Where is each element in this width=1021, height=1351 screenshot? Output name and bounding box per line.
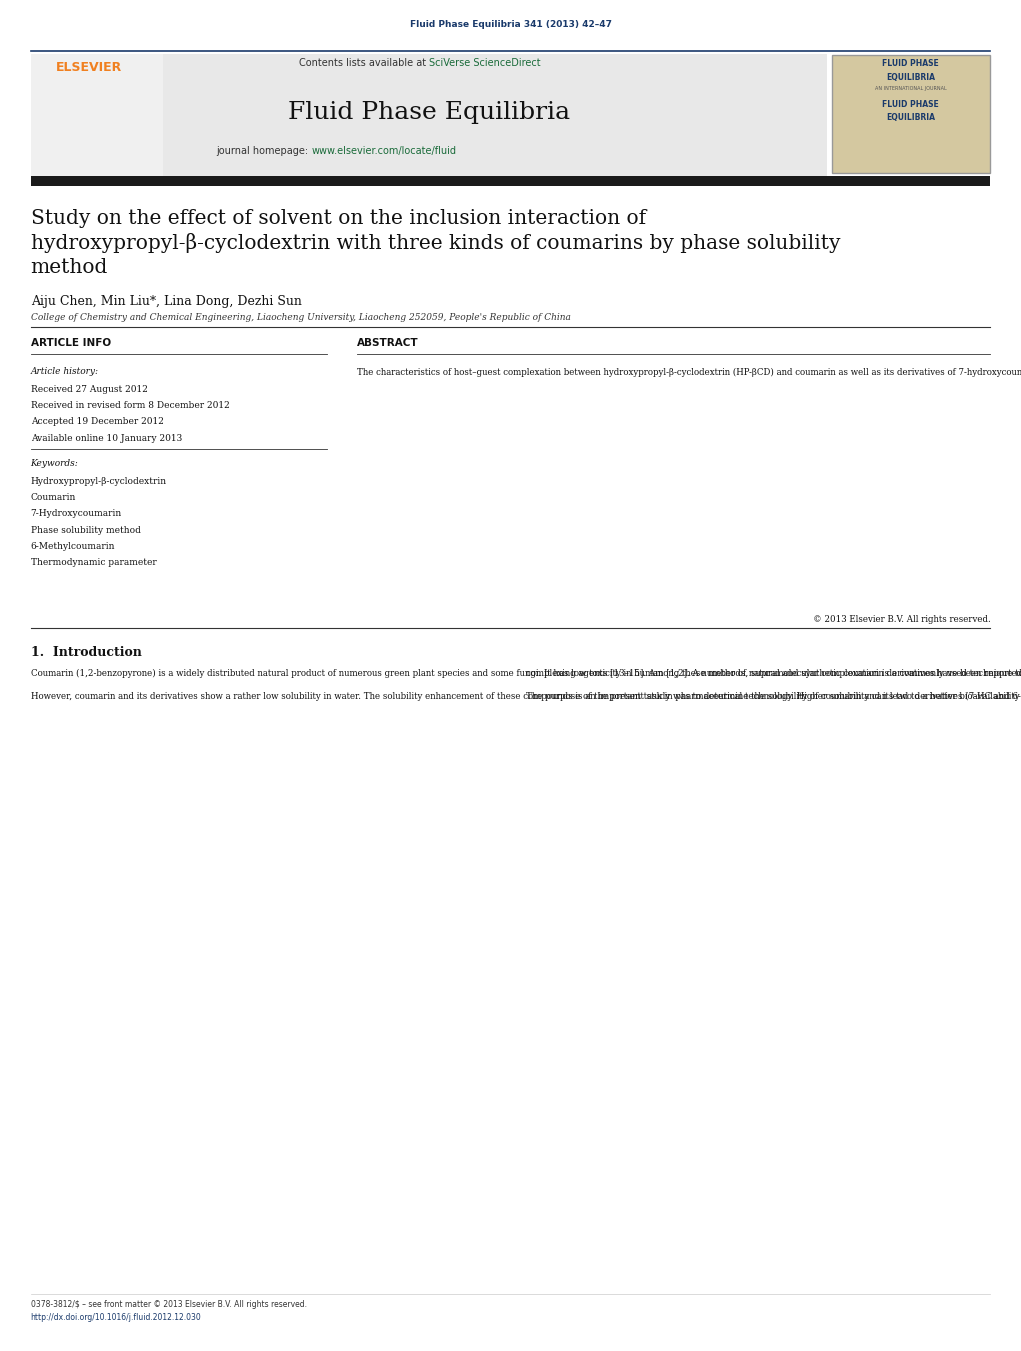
Text: College of Chemistry and Chemical Engineering, Liaocheng University, Liaocheng 2: College of Chemistry and Chemical Engine… — [31, 313, 571, 323]
Text: Thermodynamic parameter: Thermodynamic parameter — [31, 558, 156, 567]
Text: ELSEVIER: ELSEVIER — [56, 61, 123, 74]
Text: Received in revised form 8 December 2012: Received in revised form 8 December 2012 — [31, 401, 230, 411]
Text: Hydroxypropyl-β-cyclodextrin: Hydroxypropyl-β-cyclodextrin — [31, 477, 166, 486]
Text: 0378-3812/$ – see front matter © 2013 Elsevier B.V. All rights reserved.: 0378-3812/$ – see front matter © 2013 El… — [31, 1300, 306, 1309]
Text: 1.  Introduction: 1. Introduction — [31, 646, 142, 659]
Text: journal homepage:: journal homepage: — [216, 146, 311, 155]
Text: Aiju Chen, Min Liu*, Lina Dong, Dezhi Sun: Aiju Chen, Min Liu*, Lina Dong, Dezhi Su… — [31, 295, 301, 308]
Text: ARTICLE INFO: ARTICLE INFO — [31, 338, 110, 347]
Text: Article history:: Article history: — [31, 367, 99, 377]
Text: The characteristics of host–guest complexation between hydroxypropyl-β-cyclodext: The characteristics of host–guest comple… — [357, 367, 1021, 377]
Text: http://dx.doi.org/10.1016/j.fluid.2012.12.030: http://dx.doi.org/10.1016/j.fluid.2012.1… — [31, 1313, 201, 1323]
FancyBboxPatch shape — [31, 176, 990, 186]
Text: Phase solubility method: Phase solubility method — [31, 526, 141, 535]
Text: Available online 10 January 2013: Available online 10 January 2013 — [31, 434, 182, 443]
Text: ABSTRACT: ABSTRACT — [357, 338, 419, 347]
Text: FLUID PHASE: FLUID PHASE — [882, 100, 939, 109]
Text: FLUID PHASE: FLUID PHASE — [882, 59, 939, 69]
Text: 6-Methylcoumarin: 6-Methylcoumarin — [31, 542, 115, 551]
FancyBboxPatch shape — [832, 55, 990, 173]
Text: Fluid Phase Equilibria: Fluid Phase Equilibria — [288, 101, 570, 124]
Text: Coumarin (1,2-benzopyrone) is a widely distributed natural product of numerous g: Coumarin (1,2-benzopyrone) is a widely d… — [31, 669, 1021, 701]
Text: EQUILIBRIA: EQUILIBRIA — [886, 113, 935, 123]
Text: www.elsevier.com/locate/fluid: www.elsevier.com/locate/fluid — [311, 146, 456, 155]
FancyBboxPatch shape — [31, 54, 827, 176]
Text: EQUILIBRIA: EQUILIBRIA — [886, 73, 935, 82]
Text: Contents lists available at: Contents lists available at — [298, 58, 429, 68]
Text: SciVerse ScienceDirect: SciVerse ScienceDirect — [429, 58, 540, 68]
Text: Received 27 August 2012: Received 27 August 2012 — [31, 385, 147, 394]
Text: complexing agents [13–15]. Among these methods, supramolecular complexation is a: complexing agents [13–15]. Among these m… — [526, 669, 1021, 701]
Text: Keywords:: Keywords: — [31, 459, 79, 469]
Text: 7-Hydroxycoumarin: 7-Hydroxycoumarin — [31, 509, 121, 519]
Text: © 2013 Elsevier B.V. All rights reserved.: © 2013 Elsevier B.V. All rights reserved… — [813, 615, 990, 624]
Text: Study on the effect of solvent on the inclusion interaction of
hydroxypropyl-β-c: Study on the effect of solvent on the in… — [31, 209, 840, 277]
FancyBboxPatch shape — [31, 54, 163, 176]
Text: AN INTERNATIONAL JOURNAL: AN INTERNATIONAL JOURNAL — [875, 86, 946, 92]
Text: Accepted 19 December 2012: Accepted 19 December 2012 — [31, 417, 163, 427]
Text: Fluid Phase Equilibria 341 (2013) 42–47: Fluid Phase Equilibria 341 (2013) 42–47 — [409, 20, 612, 30]
Text: Coumarin: Coumarin — [31, 493, 76, 503]
